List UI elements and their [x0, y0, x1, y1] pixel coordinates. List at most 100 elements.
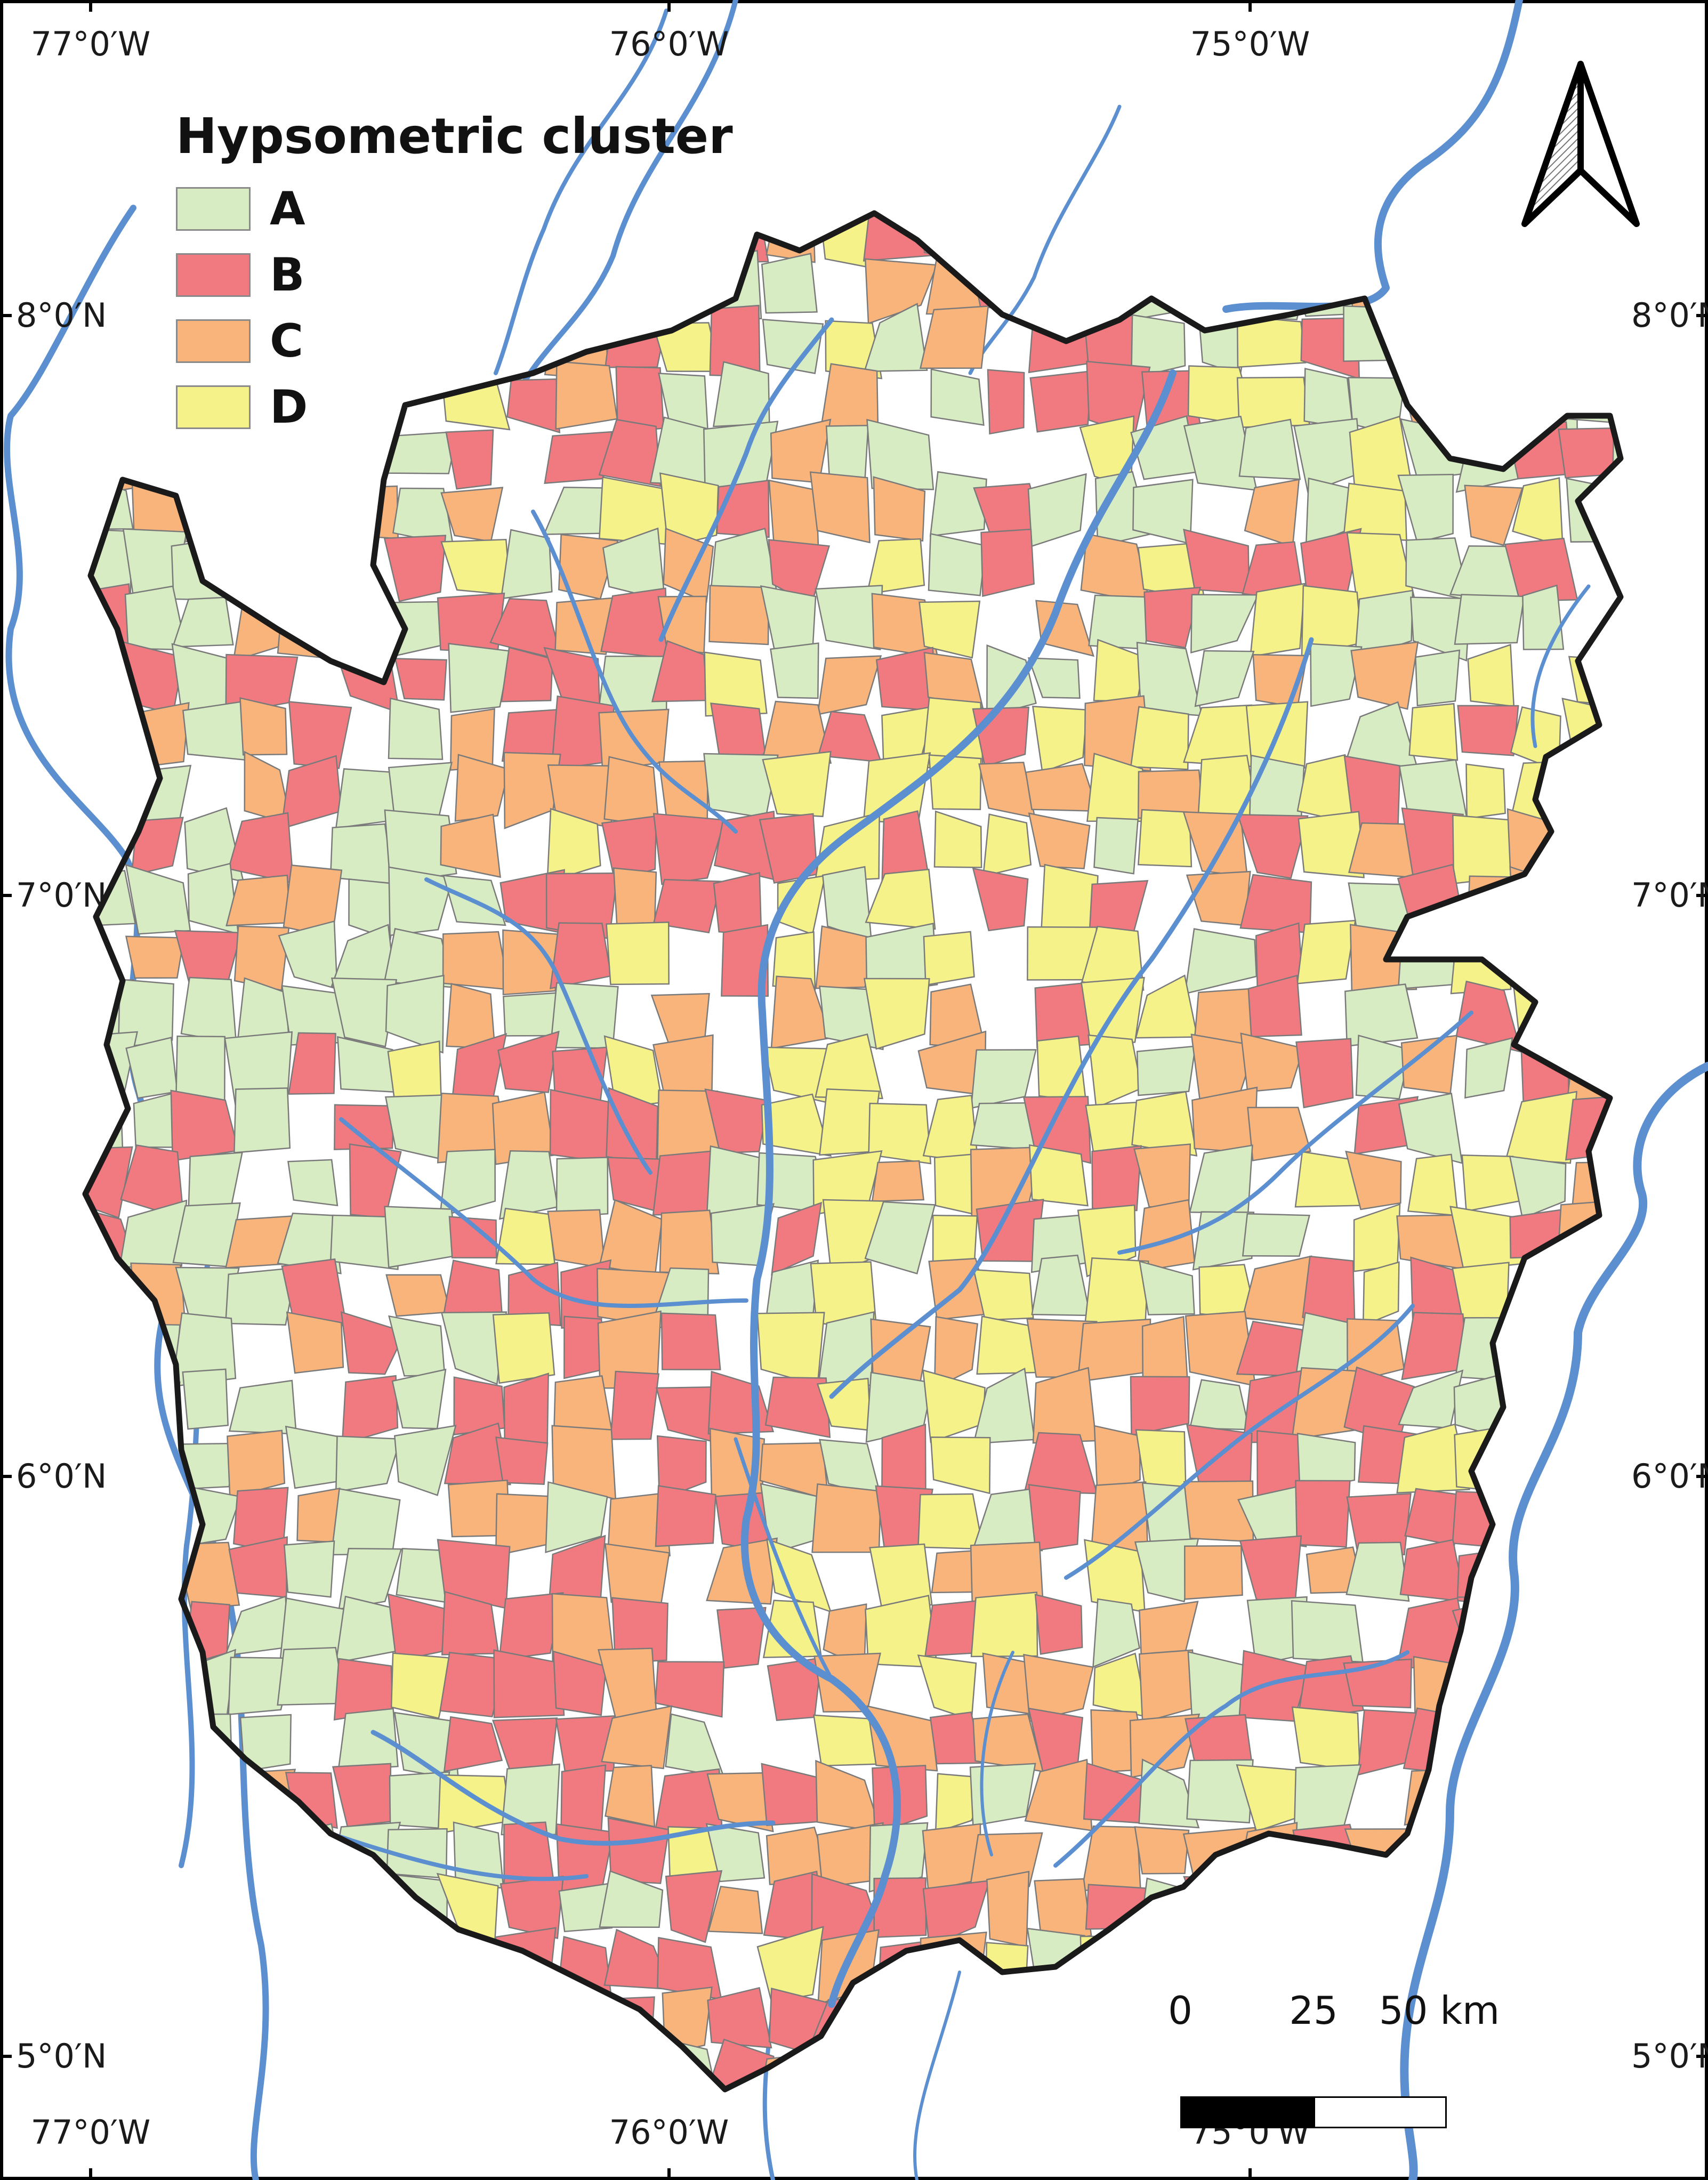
- subbasin[interactable]: [507, 1262, 561, 1327]
- subbasin[interactable]: [330, 1984, 401, 2050]
- subbasin[interactable]: [1561, 1758, 1624, 1835]
- subbasin[interactable]: [283, 1540, 335, 1598]
- subbasin[interactable]: [68, 1815, 137, 1893]
- subbasin[interactable]: [1033, 255, 1095, 326]
- subbasin[interactable]: [1609, 811, 1683, 881]
- subbasin[interactable]: [1404, 1488, 1461, 1546]
- subbasin[interactable]: [333, 2095, 394, 2169]
- subbasin[interactable]: [1565, 1481, 1619, 1541]
- subbasin[interactable]: [230, 1870, 297, 1947]
- subbasin[interactable]: [1459, 376, 1519, 422]
- subbasin[interactable]: [1194, 650, 1255, 707]
- subbasin[interactable]: [288, 1032, 336, 1095]
- subbasin[interactable]: [1618, 1535, 1667, 1609]
- subbasin[interactable]: [1343, 701, 1418, 768]
- subbasin[interactable]: [391, 2045, 446, 2112]
- subbasin[interactable]: [865, 923, 938, 996]
- subbasin[interactable]: [332, 1763, 392, 1828]
- subbasin[interactable]: [761, 253, 818, 314]
- subbasin[interactable]: [502, 929, 560, 996]
- subbasin[interactable]: [1562, 251, 1622, 322]
- subbasin[interactable]: [1399, 1539, 1467, 1603]
- subbasin[interactable]: [233, 1087, 291, 1153]
- subbasin[interactable]: [1239, 1535, 1302, 1604]
- subbasin[interactable]: [1415, 649, 1461, 707]
- subbasin[interactable]: [1454, 594, 1525, 645]
- subbasin[interactable]: [771, 1201, 823, 1276]
- subbasin[interactable]: [659, 472, 719, 548]
- subbasin[interactable]: [1355, 1035, 1412, 1100]
- subbasin[interactable]: [277, 1646, 346, 1706]
- subbasin[interactable]: [1618, 1316, 1671, 1388]
- subbasin[interactable]: [1034, 1878, 1092, 1945]
- subbasin[interactable]: [1091, 1145, 1142, 1212]
- subbasin[interactable]: [1509, 1155, 1567, 1220]
- subbasin[interactable]: [1186, 1759, 1254, 1823]
- subbasin[interactable]: [1032, 2100, 1094, 2167]
- subbasin[interactable]: [1464, 1037, 1513, 1099]
- subbasin[interactable]: [1186, 870, 1251, 926]
- subbasin[interactable]: [933, 1315, 979, 1390]
- subbasin[interactable]: [123, 306, 179, 380]
- subbasin[interactable]: [1092, 1598, 1140, 1668]
- subbasin[interactable]: [1513, 2045, 1566, 2114]
- subbasin[interactable]: [1079, 195, 1142, 264]
- subbasin[interactable]: [1568, 1986, 1630, 2055]
- subbasin[interactable]: [1028, 1144, 1089, 1207]
- subbasin[interactable]: [501, 647, 553, 703]
- subbasin[interactable]: [227, 1430, 286, 1499]
- subbasin[interactable]: [1575, 865, 1629, 939]
- subbasin[interactable]: [1612, 1602, 1669, 1661]
- subbasin[interactable]: [1557, 1883, 1620, 1942]
- subbasin[interactable]: [707, 1885, 763, 1934]
- subbasin[interactable]: [496, 1983, 563, 2061]
- subbasin[interactable]: [1566, 478, 1624, 543]
- subbasin[interactable]: [117, 1872, 191, 1944]
- subbasin[interactable]: [1183, 193, 1258, 270]
- subbasin[interactable]: [1510, 1321, 1576, 1379]
- subbasin[interactable]: [705, 1823, 766, 1883]
- subbasin[interactable]: [1130, 706, 1189, 770]
- subbasin[interactable]: [1250, 583, 1306, 658]
- subbasin[interactable]: [1625, 587, 1681, 660]
- subbasin[interactable]: [1566, 304, 1624, 373]
- subbasin[interactable]: [185, 1984, 244, 2050]
- subbasin[interactable]: [815, 2048, 877, 2105]
- subbasin[interactable]: [865, 2050, 933, 2099]
- subbasin[interactable]: [338, 1547, 402, 1610]
- subbasin[interactable]: [546, 1988, 617, 2061]
- subbasin[interactable]: [973, 1269, 1034, 1321]
- subbasin[interactable]: [1626, 769, 1673, 823]
- subbasin[interactable]: [1561, 1595, 1626, 1666]
- subbasin[interactable]: [1131, 1091, 1198, 1157]
- subbasin[interactable]: [79, 1384, 135, 1442]
- subbasin[interactable]: [1295, 1933, 1363, 1991]
- subbasin[interactable]: [339, 485, 399, 539]
- subbasin[interactable]: [182, 700, 246, 761]
- subbasin[interactable]: [331, 977, 398, 1048]
- subbasin[interactable]: [1246, 198, 1312, 265]
- subbasin[interactable]: [1310, 643, 1363, 707]
- subbasin[interactable]: [1249, 754, 1305, 825]
- subbasin[interactable]: [1093, 1425, 1141, 1498]
- subbasin[interactable]: [183, 1878, 241, 1933]
- subbasin[interactable]: [384, 809, 457, 884]
- subbasin[interactable]: [1093, 817, 1139, 875]
- subbasin[interactable]: [1134, 1538, 1199, 1603]
- subbasin[interactable]: [1513, 260, 1564, 318]
- subbasin[interactable]: [545, 1481, 608, 1553]
- subbasin[interactable]: [1295, 1038, 1354, 1109]
- subbasin[interactable]: [1353, 1203, 1401, 1272]
- subbasin[interactable]: [864, 258, 938, 325]
- subbasin[interactable]: [388, 866, 454, 936]
- subbasin[interactable]: [815, 585, 883, 651]
- subbasin[interactable]: [65, 1146, 133, 1219]
- subbasin[interactable]: [1027, 473, 1087, 547]
- subbasin[interactable]: [228, 1536, 288, 1598]
- subbasin[interactable]: [1247, 1107, 1311, 1161]
- subbasin[interactable]: [69, 1537, 138, 1610]
- subbasin[interactable]: [1564, 1654, 1614, 1723]
- subbasin[interactable]: [1035, 600, 1095, 657]
- subbasin[interactable]: [1465, 763, 1506, 820]
- subbasin[interactable]: [866, 1705, 938, 1772]
